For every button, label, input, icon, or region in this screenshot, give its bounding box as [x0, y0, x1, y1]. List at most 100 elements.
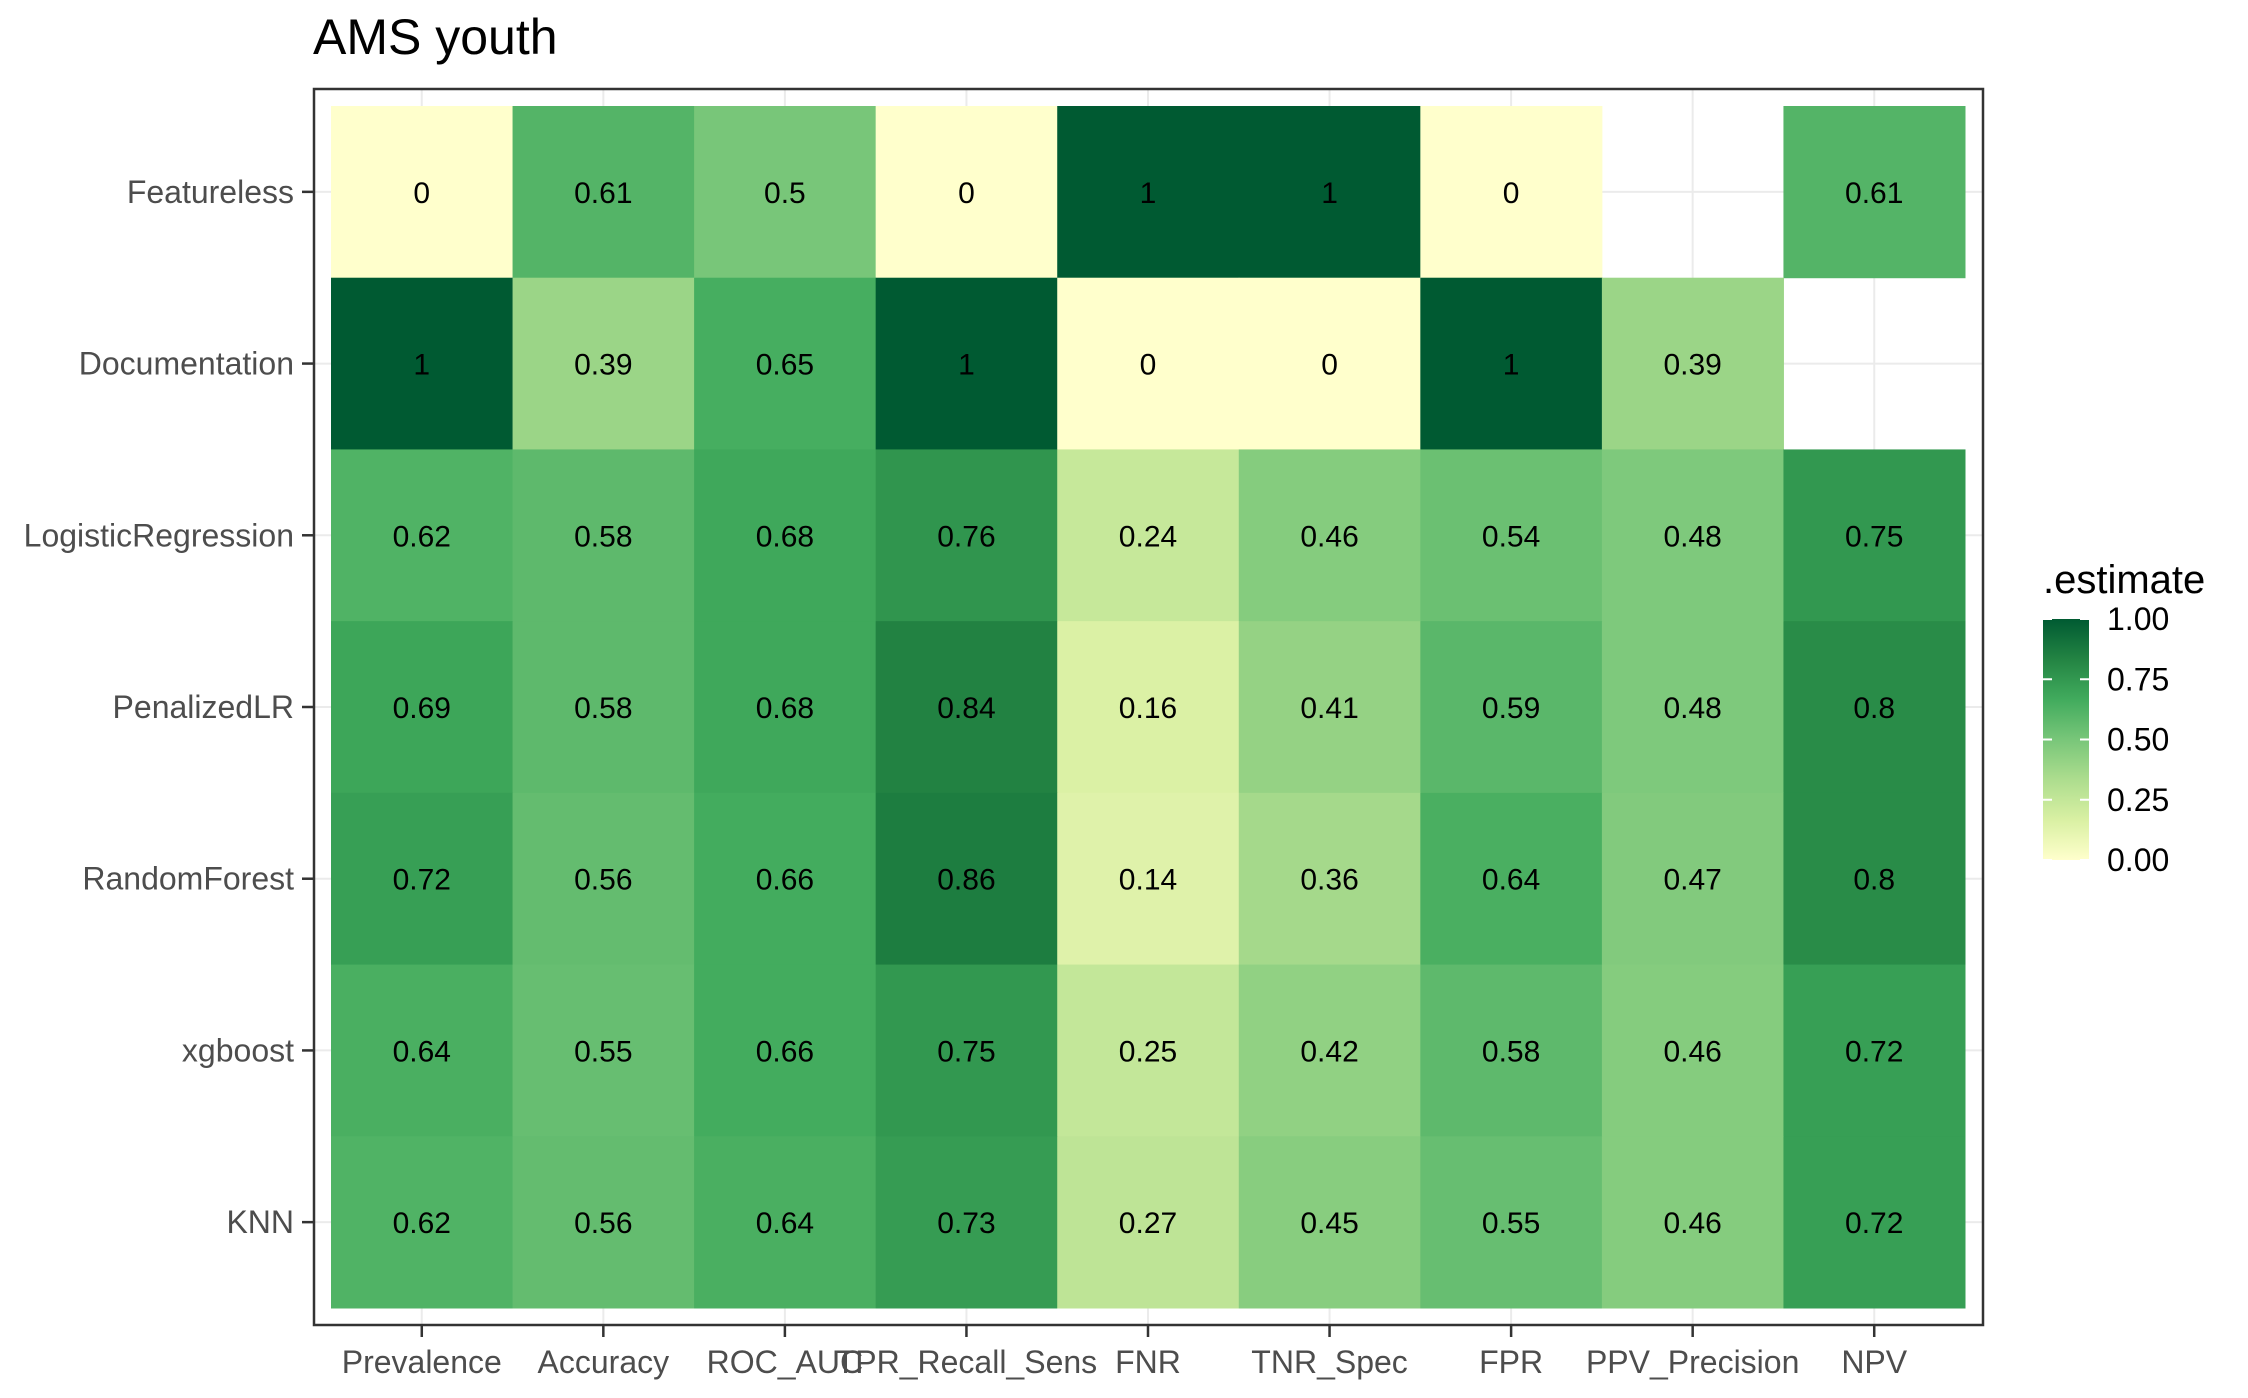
cell-value-label: 0.75	[937, 1035, 995, 1068]
cell-value-label: 1	[413, 349, 430, 382]
x-tick-label: Accuracy	[538, 1344, 670, 1380]
cell-value-label: 0	[958, 177, 975, 210]
heatmap-cell	[331, 1136, 514, 1309]
x-tick-label: TNR_Spec	[1251, 1344, 1408, 1380]
cell-value-label: 1	[1321, 177, 1338, 210]
heatmap-cell	[1601, 277, 1784, 450]
heatmap-cell	[1783, 621, 1966, 794]
heatmap-cell	[1601, 1136, 1784, 1309]
x-axis: Prevalence Accuracy ROC_AUCTPR_Recall_Sens…	[342, 1325, 1908, 1380]
heatmap-cell	[1420, 1136, 1603, 1309]
heatmap-cell	[1601, 449, 1784, 622]
cell-value-label: 0.72	[393, 864, 451, 897]
heatmap-cell	[1057, 621, 1240, 794]
cell-value-label: 0.46	[1663, 1207, 1721, 1240]
heatmap-cell	[512, 106, 695, 279]
cell-value-label: 0	[1503, 177, 1520, 210]
legend-tick-label: 1.00	[2107, 601, 2169, 637]
cell-value-label: 0	[1321, 349, 1338, 382]
legend-tick-label: 0.75	[2107, 661, 2169, 697]
heatmap-cell	[1783, 964, 1966, 1137]
heatmap-cell	[331, 277, 514, 450]
y-axis: Featureless Documentation LogisticRegressi…	[24, 174, 314, 1240]
cell-value-label: 0.14	[1119, 864, 1177, 897]
cell-value-label: 0.72	[1845, 1035, 1903, 1068]
heatmap-cell	[1420, 106, 1603, 279]
cell-value-label: 0.24	[1119, 520, 1177, 553]
y-tick-label: Featureless	[127, 174, 294, 210]
legend-title: .estimate	[2043, 558, 2205, 602]
cell-value-label: 0.39	[574, 349, 632, 382]
heatmap-cell	[1783, 1136, 1966, 1309]
heatmap-cell	[1601, 792, 1784, 966]
cell-value-label: 0.66	[756, 1035, 814, 1068]
cell-value-label: 1	[1140, 177, 1157, 210]
cell-value-label: 0.45	[1300, 1207, 1358, 1240]
heatmap-cell	[512, 621, 695, 794]
cell-value-label: 0.47	[1663, 864, 1721, 897]
cell-value-label: 0.39	[1663, 349, 1721, 382]
cell-value-label: 0.66	[756, 864, 814, 897]
heatmap-cell	[331, 792, 514, 966]
heatmap-cell	[875, 792, 1058, 966]
cell-value-label: 0.65	[756, 349, 814, 382]
heatmap-cell	[1057, 792, 1240, 966]
cell-value-label: 0.8	[1853, 864, 1895, 897]
cell-value-label: 0.5	[764, 177, 806, 210]
heatmap-cell	[1420, 964, 1603, 1137]
heatmap-cell	[694, 964, 877, 1137]
cell-value-label: 0.16	[1119, 692, 1177, 725]
heatmap-cell	[875, 449, 1058, 622]
cell-value-label: 0.84	[937, 692, 995, 725]
x-tick-label: FPR	[1479, 1344, 1543, 1380]
cell-value-label: 0.64	[756, 1207, 814, 1240]
cell-value-label: 0.25	[1119, 1035, 1177, 1068]
cell-labels: 0 0.61 0.5 0 1 1 0 0.61 1 0.39 0.65 1 0 0 1 0.39 0.62 0.5…	[393, 177, 1904, 1240]
legend-tick-label: 0.25	[2107, 782, 2169, 818]
legend-tick-label: 0.50	[2107, 722, 2169, 758]
heatmap-cell	[331, 621, 514, 794]
heatmap-cell	[694, 106, 877, 279]
plot-panel: 0 0.61 0.5 0 1 1 0 0.61 1 0.39 0.65 1 0 0 1 0.39 0.62 0.5…	[24, 87, 1985, 1380]
heatmap-cell	[875, 1136, 1058, 1309]
x-tick-label: PPV_Precision	[1586, 1344, 1799, 1380]
y-tick-label: RandomForest	[82, 861, 294, 897]
cell-value-label: 0.36	[1300, 864, 1358, 897]
cell-value-label: 0.56	[574, 1207, 632, 1240]
heatmap-cell	[1601, 621, 1784, 794]
y-tick-label: PenalizedLR	[113, 689, 294, 725]
cell-value-label: 0.48	[1663, 692, 1721, 725]
heatmap-cell	[331, 964, 514, 1137]
heatmap-cell	[331, 106, 514, 279]
cell-value-label: 1	[958, 349, 975, 382]
cell-value-label: 0.48	[1663, 520, 1721, 553]
heatmap-cell	[1783, 449, 1966, 622]
x-tick-label: FNR	[1115, 1344, 1181, 1380]
cell-value-label: 0.59	[1482, 692, 1540, 725]
cell-value-label: 0.62	[393, 1207, 451, 1240]
cell-value-label: 1	[1503, 349, 1520, 382]
cell-value-label: 0.46	[1663, 1035, 1721, 1068]
cell-value-label: 0.56	[574, 864, 632, 897]
heatmap-cell	[875, 964, 1058, 1137]
heatmap-cell	[512, 964, 695, 1137]
heatmap-cell	[694, 277, 877, 450]
heatmap-cell	[1057, 277, 1240, 450]
cell-value-label: 0.55	[574, 1035, 632, 1068]
cell-value-label: 0.8	[1853, 692, 1895, 725]
heatmap-cells	[331, 106, 1966, 1309]
heatmap-cell	[1238, 621, 1421, 794]
heatmap-cell	[1057, 1136, 1240, 1309]
heatmap-cell	[1601, 964, 1784, 1137]
cell-value-label: 0.61	[1845, 177, 1903, 210]
heatmap-cell	[1420, 792, 1603, 966]
y-tick-label: xgboost	[182, 1032, 294, 1068]
cell-value-label: 0.46	[1300, 520, 1358, 553]
heatmap-cell	[694, 1136, 877, 1309]
heatmap-cell	[512, 1136, 695, 1309]
cell-value-label: 0.68	[756, 692, 814, 725]
cell-value-label: 0.41	[1300, 692, 1358, 725]
heatmap-cell	[1057, 449, 1240, 622]
